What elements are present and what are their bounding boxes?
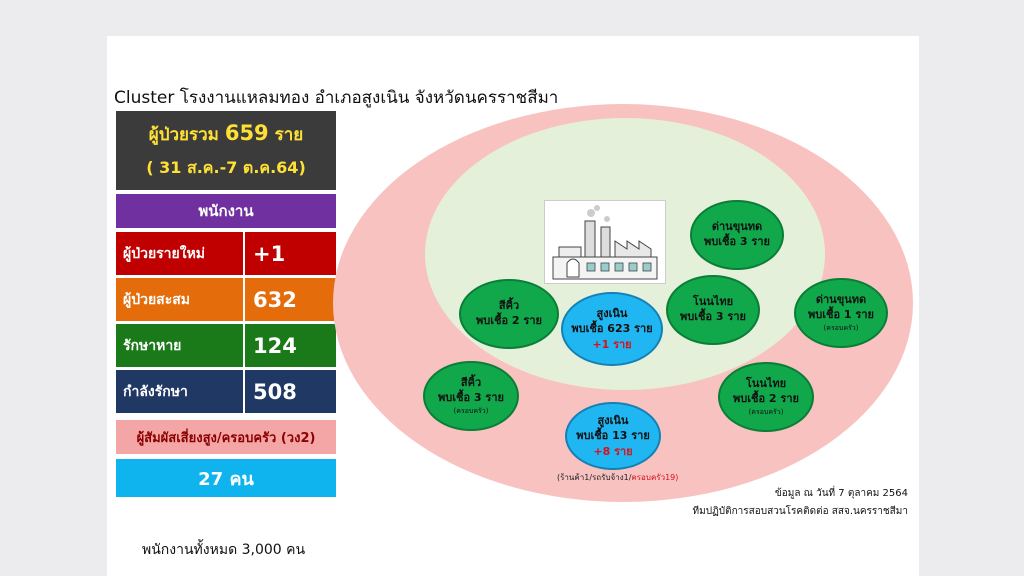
circle-district: สีคิ้ว	[460, 375, 482, 389]
circle-dankhunthot-family: ด่านขุนทด พบเชื้อ 1 ราย (ครอบครัว)	[794, 278, 888, 348]
employee-stat-label: ผู้ป่วยรายใหม่	[116, 232, 243, 275]
circle-note: (ครอบครัว)	[453, 406, 489, 415]
circle-district: ด่านขุนทด	[711, 220, 763, 233]
page-title: Cluster โรงงานแหลมทอง อำเภอสูงเนิน จังหว…	[114, 88, 559, 108]
source-date: ข้อมูล ณ วันที่ 7 ตุลาคม 2564	[774, 488, 908, 499]
total-count: 659	[224, 120, 269, 145]
circle-found: พบเชื้อ 3 ราย	[680, 310, 746, 323]
employees-header: พนักงาน	[116, 194, 336, 228]
total-patients-line: ผู้ป่วยรวม 659 ราย	[149, 121, 303, 148]
employee-stat-value: 124	[245, 324, 336, 367]
circle-sikhio-employee: สีคิ้ว พบเชื้อ 2 ราย	[459, 279, 559, 349]
circle-found: พบเชื้อ 2 ราย	[733, 391, 799, 405]
circle-found: พบเชื้อ 3 ราย	[438, 390, 504, 404]
employee-stat-value: 508	[245, 370, 336, 413]
total-employees-footer: พนักงานทั้งหมด 3,000 คน	[142, 542, 306, 558]
circle-note: (ครอบครัว)	[748, 407, 784, 416]
employee-stat-label: กำลังรักษา	[116, 370, 243, 413]
caption-part2: ครอบครัว19)	[631, 473, 679, 482]
circle-found: พบเชื้อ 1 ราย	[808, 307, 874, 321]
employee-stat-value: 632	[245, 278, 336, 321]
circle-new-cases: +1 ราย	[592, 337, 632, 351]
factory-icon	[544, 200, 666, 284]
circle-found: พบเชื้อ 3 ราย	[704, 235, 770, 248]
circle-district: ด่านขุนทด	[815, 292, 867, 306]
circle-new-cases: +8 ราย	[593, 444, 633, 458]
circle-district: สีคิ้ว	[498, 299, 520, 312]
circle-sungnoen-employee: สูงเนิน พบเชื้อ 623 ราย +1 ราย	[561, 292, 663, 366]
circle-sikhio-family: สีคิ้ว พบเชื้อ 3 ราย (ครอบครัว)	[423, 361, 519, 431]
circle-found: พบเชื้อ 13 ราย	[576, 428, 650, 442]
sungnoen-family-caption: (ร้านค้า1/รถรับจ้าง1/ครอบครัว19)	[557, 471, 678, 484]
caption-part1: (ร้านค้า1/รถรับจ้าง1/	[557, 473, 632, 482]
employee-stat-value: +1	[245, 232, 336, 275]
employee-stat-label: รักษาหาย	[116, 324, 243, 367]
circle-nonthai-family: โนนไทย พบเชื้อ 2 ราย (ครอบครัว)	[718, 362, 814, 432]
circle-dankhunthot-employee: ด่านขุนทด พบเชื้อ 3 ราย	[690, 200, 784, 270]
employee-stat-label: ผู้ป่วยสะสม	[116, 278, 243, 321]
contacts-header: ผู้สัมผัสเสี่ยงสูง/ครอบครัว (วง2)	[116, 420, 336, 454]
source-team: ทีมปฏิบัติการสอบสวนโรคติดต่อ สสจ.นครราชส…	[692, 506, 908, 517]
circle-district: โนนไทย	[745, 376, 787, 390]
circle-note: (ครอบครัว)	[823, 323, 859, 332]
circle-district: โนนไทย	[692, 295, 734, 308]
circle-district: สูงเนิน	[597, 413, 629, 427]
total-prefix: ผู้ป่วยรวม	[148, 124, 219, 145]
date-range: ( 31 ส.ค.-7 ต.ค.64)	[146, 157, 306, 177]
total-patients-box: ผู้ป่วยรวม 659 ราย ( 31 ส.ค.-7 ต.ค.64)	[116, 111, 336, 190]
circle-found: พบเชื้อ 623 ราย	[571, 321, 653, 335]
circle-district: สูงเนิน	[596, 306, 628, 320]
total-suffix: ราย	[274, 124, 304, 145]
circle-sungnoen-family: สูงเนิน พบเชื้อ 13 ราย +8 ราย	[565, 402, 661, 470]
circle-found: พบเชื้อ 2 ราย	[476, 314, 542, 327]
contacts-value: 27 คน	[116, 459, 336, 497]
circle-nonthai-employee: โนนไทย พบเชื้อ 3 ราย	[666, 275, 760, 345]
